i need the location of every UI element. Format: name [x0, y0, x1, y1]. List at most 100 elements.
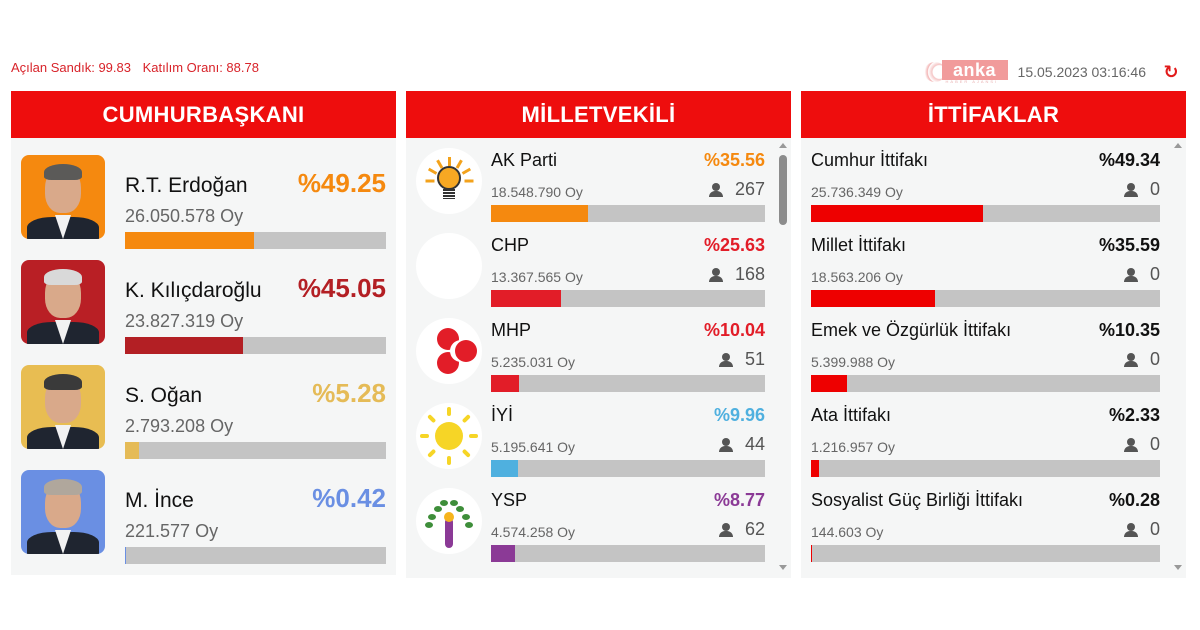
- candidate-photo: [21, 470, 105, 554]
- seat-count: 0: [1149, 264, 1160, 284]
- candidate-list: R.T. Erdoğan %49.25 26.050.578 Oy K. Kıl…: [11, 138, 396, 575]
- alliance-votes: 18.563.206 Oy: [811, 269, 903, 285]
- party-list[interactable]: AK Parti %35.56 18.548.790 Oy 267 CHP %2…: [406, 138, 791, 578]
- refresh-icon[interactable]: ↻: [1163, 62, 1179, 82]
- candidate-percentage: %5.28: [312, 378, 386, 408]
- party-name: İYİ: [491, 405, 514, 425]
- scroll-down-arrow-icon[interactable]: [1174, 565, 1182, 570]
- alliance-name: Ata İttifakı: [811, 405, 892, 425]
- party-votes: 4.574.258 Oy: [491, 524, 576, 540]
- candidate-row: S. Oğan %5.28 2.793.208 Oy: [11, 360, 396, 465]
- party-seats: 62: [718, 519, 765, 540]
- candidate-photo: [21, 365, 105, 449]
- alliance-row: Millet İttifakı %35.59 18.563.206 Oy 0: [801, 223, 1186, 308]
- party-progress-bar: [491, 375, 765, 392]
- seat-count: 0: [1149, 519, 1160, 539]
- last-updated-timestamp: 15.05.2023 03:16:46: [1017, 64, 1146, 80]
- seat-count: 62: [744, 519, 765, 539]
- parliament-panel-title: MİLLETVEKİLİ: [406, 91, 791, 138]
- candidate-photo: [21, 155, 105, 239]
- alliance-percentage: %10.35: [1098, 320, 1160, 340]
- candidate-photo: [21, 260, 105, 344]
- candidate-row: R.T. Erdoğan %49.25 26.050.578 Oy: [11, 150, 396, 255]
- alliance-name: Millet İttifakı: [811, 235, 907, 255]
- president-panel: CUMHURBAŞKANI R.T. Erdoğan %49.25 26.050…: [11, 91, 396, 575]
- party-row: YSP %8.77 4.574.258 Oy 62: [406, 478, 791, 563]
- anka-logo: anka HABER AJANSI: [922, 60, 1008, 84]
- alliance-seats: 0: [1123, 179, 1160, 200]
- scrollbar-thumb[interactable]: [779, 155, 787, 225]
- party-percentage: %35.56: [703, 150, 765, 170]
- anka-logo-tagline: HABER AJANSI: [945, 79, 999, 84]
- alliances-panel: İTTİFAKLAR Cumhur İttifakı %49.34 25.736…: [801, 91, 1186, 578]
- party-progress-bar: [491, 460, 765, 477]
- candidate-votes: 221.577 Oy: [125, 521, 219, 541]
- alliance-votes: 25.736.349 Oy: [811, 184, 903, 200]
- candidate-name: S. Oğan: [125, 384, 203, 407]
- alliance-percentage: %0.28: [1108, 490, 1160, 510]
- alliance-progress-bar: [811, 375, 1160, 392]
- party-row: AK Parti %35.56 18.548.790 Oy 267: [406, 138, 791, 223]
- alliance-seats: 0: [1123, 519, 1160, 540]
- party-name: YSP: [491, 490, 528, 510]
- party-row: MHP %10.04 5.235.031 Oy 51: [406, 308, 791, 393]
- alliance-row: Emek ve Özgürlük İttifakı %10.35 5.399.9…: [801, 308, 1186, 393]
- alliances-panel-title: İTTİFAKLAR: [801, 91, 1186, 138]
- candidate-percentage: %45.05: [297, 273, 386, 303]
- candidate-name: R.T. Erdoğan: [125, 174, 248, 197]
- user-icon: [1123, 522, 1138, 537]
- mhp-logo-icon: [416, 318, 482, 384]
- candidate-votes: 23.827.319 Oy: [125, 311, 244, 331]
- alliance-votes: 144.603 Oy: [811, 524, 884, 540]
- alliance-row: Ata İttifakı %2.33 1.216.957 Oy 0: [801, 393, 1186, 478]
- party-votes: 18.548.790 Oy: [491, 184, 583, 200]
- candidate-percentage: %0.42: [312, 483, 386, 513]
- seat-count: 44: [744, 434, 765, 454]
- alliance-seats: 0: [1123, 349, 1160, 370]
- candidate-progress-bar: [125, 547, 386, 564]
- anka-swirl-icon: [923, 62, 946, 82]
- seat-count: 0: [1149, 179, 1160, 199]
- turnout: Katılım Oranı: 88.78: [142, 60, 259, 75]
- alliance-percentage: %2.33: [1108, 405, 1160, 425]
- alliance-percentage: %35.59: [1098, 235, 1160, 255]
- user-icon: [708, 267, 723, 282]
- user-icon: [1123, 182, 1138, 197]
- alliance-progress-bar: [811, 205, 1160, 222]
- alliance-row: Sosyalist Güç Birliği İttifakı %0.28 144…: [801, 478, 1186, 563]
- alliance-list[interactable]: Cumhur İttifakı %49.34 25.736.349 Oy 0 M…: [801, 138, 1186, 578]
- scroll-up-arrow-icon[interactable]: [779, 143, 787, 148]
- user-icon: [718, 522, 733, 537]
- candidate-progress-bar: [125, 442, 386, 459]
- user-icon: [708, 182, 723, 197]
- alliance-progress-bar: [811, 460, 1160, 477]
- party-list-scrollbar[interactable]: [777, 138, 789, 578]
- seat-count: 168: [734, 264, 765, 284]
- election-status: Açılan Sandık: 99.83 Katılım Oranı: 88.7…: [11, 60, 267, 75]
- party-name: AK Parti: [491, 150, 558, 170]
- candidate-votes: 2.793.208 Oy: [125, 416, 234, 436]
- party-percentage: %10.04: [703, 320, 765, 340]
- ysp-logo-icon: [416, 488, 482, 554]
- opened-boxes: Açılan Sandık: 99.83: [11, 60, 131, 75]
- iyi-logo-icon: [416, 403, 482, 469]
- scroll-up-arrow-icon[interactable]: [1174, 143, 1182, 148]
- party-percentage: %9.96: [713, 405, 765, 425]
- party-row: CHP %25.63 13.367.565 Oy 168: [406, 223, 791, 308]
- party-name: CHP: [491, 235, 530, 255]
- president-panel-title: CUMHURBAŞKANI: [11, 91, 396, 138]
- user-icon: [718, 352, 733, 367]
- party-progress-bar: [491, 290, 765, 307]
- party-votes: 5.195.641 Oy: [491, 439, 576, 455]
- party-votes: 13.367.565 Oy: [491, 269, 583, 285]
- seat-count: 51: [744, 349, 765, 369]
- candidate-percentage: %49.25: [297, 168, 386, 198]
- anka-logo-text: anka: [941, 60, 1008, 80]
- alliance-votes: 1.216.957 Oy: [811, 439, 896, 455]
- seat-count: 267: [734, 179, 765, 199]
- scroll-down-arrow-icon[interactable]: [779, 565, 787, 570]
- party-seats: 168: [708, 264, 765, 285]
- alliance-list-scrollbar[interactable]: [1172, 138, 1184, 578]
- candidate-name: M. İnce: [125, 489, 194, 512]
- alliance-name: Emek ve Özgürlük İttifakı: [811, 320, 1012, 340]
